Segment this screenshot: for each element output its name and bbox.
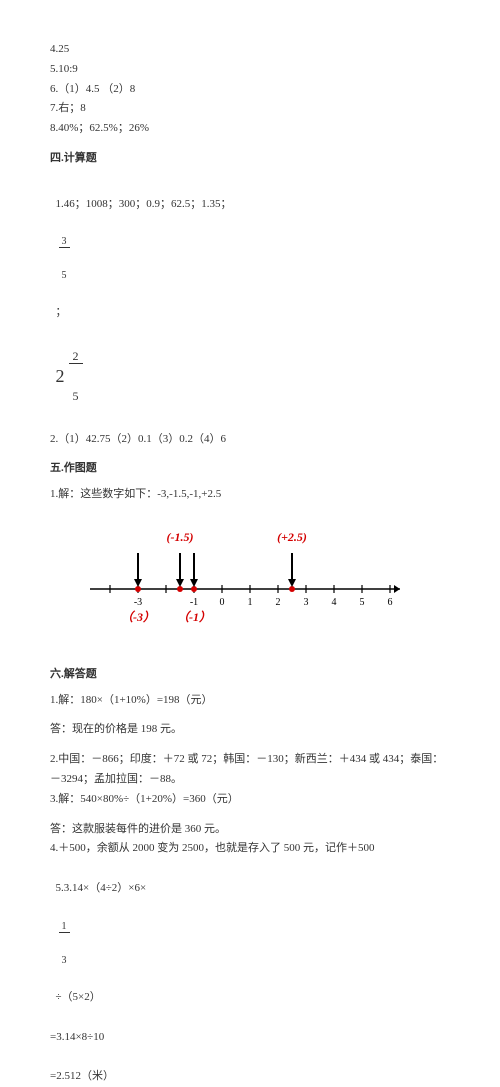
mixed-whole: 2 (56, 366, 65, 386)
svg-text:6: 6 (388, 597, 393, 608)
svg-text:4: 4 (332, 597, 337, 608)
fraction: 3 5 (59, 214, 70, 303)
denominator: 5 (69, 390, 83, 403)
section-6-heading: 六.解答题 (50, 665, 450, 685)
number-line-diagram: -3 -1 0 1 2 3 4 5 6 （-3） (-1.5) （-1） (+2.5) (50, 519, 450, 647)
svg-text:-1: -1 (190, 597, 198, 608)
text-line: 5.10:9 (50, 60, 450, 80)
drawing-line-1: 1.解：这些数字如下：-3,-1.5,-1,+2.5 (50, 485, 450, 505)
text-line: 4.25 (50, 40, 450, 60)
calc-line-1: 1.46；1008；300；0.9；62.5；1.35； 3 5 ； 2 2 5 (50, 175, 450, 430)
fraction: 2 5 (69, 323, 83, 430)
text: 1.46；1008；300；0.9；62.5；1.35； (56, 198, 232, 210)
svg-text:（-3）: （-3） (121, 610, 155, 624)
section-5-heading: 五.作图题 (50, 459, 450, 479)
text: 5.3.14×（4÷2）×6× (56, 882, 147, 894)
svg-text:（-1）: （-1） (177, 610, 211, 624)
svg-text:0: 0 (220, 597, 225, 608)
answer-line: 2.中国：－866；印度：＋72 或 72；韩国：－130；新西兰：＋434 或… (50, 750, 450, 790)
fraction: 1 3 (59, 899, 70, 988)
numerator: 1 (59, 921, 70, 933)
svg-text:(+2.5): (+2.5) (277, 530, 307, 544)
answer-line: 1.解：180×（1+10%）=198（元） (50, 691, 450, 711)
answer-line: 答：这款服装每件的进价是 360 元。 (50, 820, 450, 840)
numerator: 3 (59, 236, 70, 248)
text: ； (56, 306, 67, 318)
svg-text:2: 2 (276, 597, 281, 608)
svg-text:5: 5 (360, 597, 365, 608)
text-line: 8.40%；62.5%；26% (50, 119, 450, 139)
section-4-heading: 四.计算题 (50, 149, 450, 169)
numerator: 2 (69, 350, 83, 364)
answer-line: 3.解：540×80%÷（1+20%）=360（元） (50, 790, 450, 810)
number-line-svg: -3 -1 0 1 2 3 4 5 6 （-3） (-1.5) （-1） (+2.5) (90, 519, 410, 639)
answer-line: 答：现在的价格是 198 元。 (50, 720, 450, 740)
answer-line: 4.＋500，余额从 2000 变为 2500，也就是存入了 500 元，记作＋… (50, 839, 450, 859)
text: ÷（5×2） (56, 991, 101, 1003)
svg-text:1: 1 (248, 597, 253, 608)
answer-line: 5.3.14×（4÷2）×6× 1 3 ÷（5×2） (50, 859, 450, 1007)
answer-line: =2.512（米） (50, 1067, 450, 1087)
text-line: 7.右；8 (50, 99, 450, 119)
denominator: 3 (59, 955, 70, 966)
answer-line: =3.14×8÷10 (50, 1028, 450, 1048)
denominator: 5 (59, 270, 70, 281)
svg-text:(-1.5): (-1.5) (167, 530, 194, 544)
svg-text:-3: -3 (134, 597, 142, 608)
svg-text:3: 3 (304, 597, 309, 608)
calc-line-2: 2.（1）42.75（2）0.1（3）0.2（4）6 (50, 430, 450, 450)
text-line: 6.（1）4.5 （2）8 (50, 80, 450, 100)
